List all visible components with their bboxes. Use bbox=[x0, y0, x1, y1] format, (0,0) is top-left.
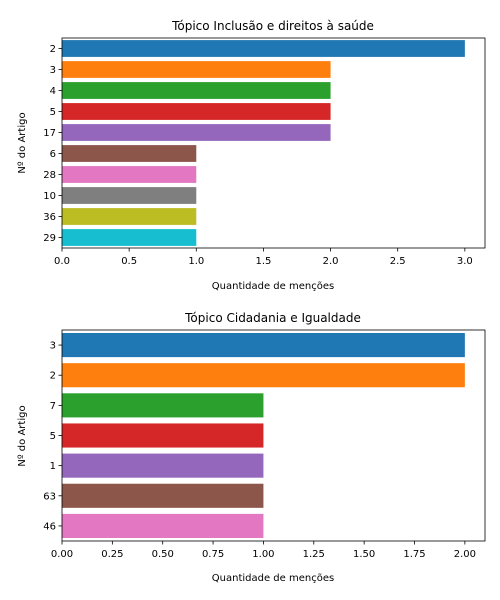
y-tick-label: 63 bbox=[43, 491, 56, 502]
bar bbox=[62, 483, 264, 508]
y-tick-label: 4 bbox=[50, 86, 56, 97]
x-tick-label: 0.50 bbox=[152, 549, 174, 560]
bar bbox=[62, 187, 197, 204]
bar bbox=[62, 333, 465, 358]
plot-frame bbox=[61, 37, 486, 249]
y-tick-label: 2 bbox=[50, 371, 56, 382]
bar bbox=[62, 513, 264, 538]
bar bbox=[62, 229, 197, 246]
y-tick-label: 5 bbox=[50, 431, 56, 442]
y-tick-label: 5 bbox=[50, 107, 56, 118]
bars-group bbox=[62, 40, 465, 246]
y-tick-label: 28 bbox=[43, 170, 56, 181]
bar bbox=[62, 393, 264, 418]
bar bbox=[62, 363, 465, 388]
x-axis-label: Quantidade de menções bbox=[212, 281, 334, 292]
x-tick-label: 0.00 bbox=[51, 549, 73, 560]
x-tick-label: 0.25 bbox=[101, 549, 123, 560]
y-tick-label: 1 bbox=[50, 461, 56, 472]
bar bbox=[62, 103, 331, 120]
y-tick-label: 29 bbox=[43, 233, 56, 244]
y-tick-label: 2 bbox=[50, 44, 56, 55]
y-ticks: 3 2 7 5 1 63 46 bbox=[43, 341, 62, 532]
chart-title: Tópico Inclusão e direitos à saúde bbox=[171, 19, 374, 33]
x-tick-label: 0.0 bbox=[54, 256, 70, 267]
y-tick-label: 7 bbox=[50, 401, 56, 412]
bar bbox=[62, 40, 465, 57]
x-tick-label: 1.75 bbox=[403, 549, 425, 560]
x-ticks: 0.00 0.25 0.50 0.75 1.00 1.25 1.50 1.75 2.00 bbox=[51, 541, 476, 560]
x-tick-label: 1.0 bbox=[188, 256, 204, 267]
x-tick-label: 1.00 bbox=[252, 549, 274, 560]
x-tick-label: 2.0 bbox=[323, 256, 339, 267]
y-tick-label: 6 bbox=[50, 149, 56, 160]
x-tick-label: 0.5 bbox=[121, 256, 137, 267]
bar bbox=[62, 208, 197, 225]
x-tick-label: 2.5 bbox=[390, 256, 406, 267]
bars-group bbox=[62, 333, 465, 538]
y-ticks: 2 3 4 5 17 6 28 10 36 29 bbox=[43, 44, 62, 244]
x-tick-label: 2.00 bbox=[454, 549, 476, 560]
bar bbox=[62, 453, 264, 478]
y-axis-label: Nº do Artigo bbox=[17, 405, 28, 466]
x-tick-label: 3.0 bbox=[457, 256, 473, 267]
y-tick-label: 3 bbox=[50, 65, 56, 76]
y-tick-label: 3 bbox=[50, 341, 56, 352]
y-tick-label: 46 bbox=[43, 521, 56, 532]
x-tick-label: 1.5 bbox=[255, 256, 271, 267]
chart-inclusao-saude: Tópico Inclusão e direitos à saúde 2 3 4 5 1… bbox=[17, 19, 486, 292]
y-tick-label: 36 bbox=[43, 212, 56, 223]
bar bbox=[62, 166, 197, 183]
bar bbox=[62, 423, 264, 448]
x-axis-label: Quantidade de menções bbox=[212, 573, 334, 584]
bar bbox=[62, 61, 331, 78]
x-tick-label: 0.75 bbox=[202, 549, 224, 560]
y-tick-label: 10 bbox=[43, 191, 56, 202]
chart-cidadania-igualdade: Tópico Cidadania e Igualdade 3 2 7 5 1 63 46 0… bbox=[17, 311, 486, 584]
x-ticks: 0.0 0.5 1.0 1.5 2.0 2.5 3.0 bbox=[54, 248, 473, 267]
bar bbox=[62, 124, 331, 141]
x-tick-label: 1.50 bbox=[353, 549, 375, 560]
x-tick-label: 1.25 bbox=[303, 549, 325, 560]
bar bbox=[62, 82, 331, 99]
bar bbox=[62, 145, 197, 162]
chart-title: Tópico Cidadania e Igualdade bbox=[184, 311, 361, 325]
plot-frame bbox=[61, 329, 486, 542]
y-tick-label: 17 bbox=[43, 128, 56, 139]
y-axis-label: Nº do Artigo bbox=[17, 112, 28, 173]
